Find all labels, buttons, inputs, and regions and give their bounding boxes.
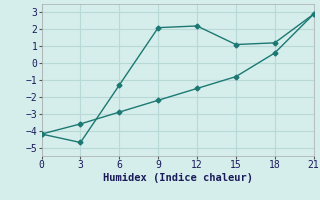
X-axis label: Humidex (Indice chaleur): Humidex (Indice chaleur) — [103, 173, 252, 183]
